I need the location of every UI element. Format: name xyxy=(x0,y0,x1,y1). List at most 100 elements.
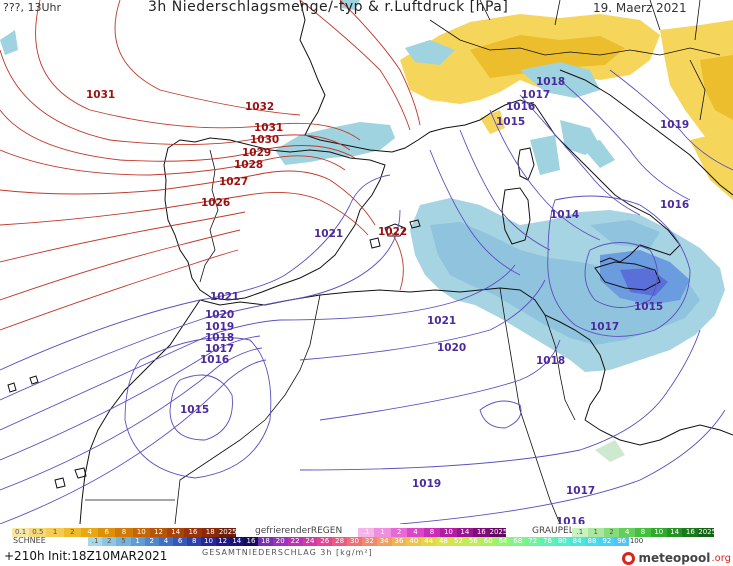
legend-swatch: 2 xyxy=(390,528,408,537)
adriatic-coast xyxy=(559,69,733,196)
map-title: 3h Niederschlagsmenge/-typ & r.Luftdruck… xyxy=(148,0,509,15)
legend-swatch: 1 xyxy=(46,528,64,537)
border-central-europe xyxy=(479,0,706,121)
legend-swatch: 24 xyxy=(302,537,318,546)
legend-swatch: 32 xyxy=(361,537,377,546)
border-algeria-tunisia xyxy=(499,287,561,525)
isobar-label: 1016 xyxy=(660,199,689,211)
legend-swatch: 2 xyxy=(603,528,620,537)
isobar-label: 1021 xyxy=(210,291,239,303)
legend-swatch: 4 xyxy=(407,528,424,537)
legend-swatch: 8 xyxy=(635,528,651,537)
schnee-color-scale: .1 2 5 1 2 4 6 8 10 12 14 16 xyxy=(88,537,259,546)
legend-swatch: 2025+ xyxy=(698,528,715,537)
gefrierender-regen-label: gefrierenderREGEN xyxy=(255,526,343,536)
isobar-label: 1018 xyxy=(536,76,565,88)
isobar-label: 1022 xyxy=(378,226,407,238)
legend-swatch: 12 xyxy=(149,528,168,537)
isobar-label: 1017 xyxy=(205,343,234,355)
border-spain-portugal xyxy=(199,149,219,283)
legend-swatch: 8 xyxy=(187,537,202,546)
legend-swatch: 10 xyxy=(132,528,150,537)
isobar-label: 1014 xyxy=(550,209,579,221)
legend-swatch: 14 xyxy=(229,537,244,546)
legend-swatch: 30 xyxy=(347,537,362,546)
legend-swatch: 72 xyxy=(525,537,541,546)
isobar-label: 1021 xyxy=(314,228,343,240)
legend-swatch: 12 xyxy=(215,537,230,546)
isobar-label: 1028 xyxy=(234,159,263,171)
legend-swatch: 20 xyxy=(272,537,288,546)
legend-swatch: 44 xyxy=(421,537,437,546)
meteopool-logo-icon xyxy=(622,551,636,565)
legend-swatch: 10 xyxy=(440,528,457,537)
canary-islands xyxy=(7,375,87,489)
isobar-label: 1031 xyxy=(254,122,283,134)
legend-swatch: 52 xyxy=(450,537,466,546)
border-alps xyxy=(429,19,721,56)
legend-swatch: 40 xyxy=(406,537,422,546)
forecast-weekday-time: ???, 13Uhr xyxy=(3,1,62,14)
isobar-label: 1016 xyxy=(506,101,535,113)
border-tunisia-libya xyxy=(544,314,576,421)
legend-swatch: 96 xyxy=(614,537,630,546)
legend-swatch: .1 xyxy=(88,537,103,546)
legend-swatch: 88 xyxy=(584,537,600,546)
legend-swatch: 14 xyxy=(666,528,683,537)
isobar-label: 1027 xyxy=(219,176,248,188)
model-init-time: Init:18Z10MAR2021 xyxy=(48,549,168,563)
legend-swatch: 92 xyxy=(599,537,615,546)
legend-swatch: 2 xyxy=(63,528,81,537)
isobar-label: 1017 xyxy=(590,321,619,333)
brand-suffix: .org xyxy=(711,552,731,564)
isobars-high xyxy=(0,0,421,331)
france-coast xyxy=(299,0,493,153)
border-maghreb xyxy=(174,294,321,525)
legend-swatch: 5 xyxy=(116,537,131,546)
legend-swatch: 18 xyxy=(258,537,273,546)
isobar-label: 1015 xyxy=(634,301,663,313)
meteopool-logo[interactable]: meteopool .org xyxy=(622,551,731,565)
gesamtniederschlag-label: GESAMTNIEDERSCHLAG 3h [kg/m²] xyxy=(202,548,373,557)
isobar-label: 1019 xyxy=(660,119,689,131)
brand-name: meteopool xyxy=(638,551,711,565)
legend-swatch: 22 xyxy=(287,537,303,546)
legend-swatch: 1 xyxy=(587,528,604,537)
legend-swatch: 10 xyxy=(201,537,216,546)
isobar-label: 1017 xyxy=(566,485,595,497)
legend-swatch: 6 xyxy=(173,537,188,546)
legend-swatch: 28 xyxy=(332,537,348,546)
legend-swatch: 1 xyxy=(130,537,145,546)
legend-swatch: 16 xyxy=(682,528,699,537)
libya-coast xyxy=(584,419,733,446)
legend-swatch: 36 xyxy=(391,537,407,546)
coastlines xyxy=(7,0,733,525)
isobar-label: 1031 xyxy=(86,89,115,101)
legend-swatch: 14 xyxy=(456,528,474,537)
legend-swatch: 56 xyxy=(465,537,481,546)
legend-swatch: 2025+ xyxy=(489,528,506,537)
legend-swatch: 68 xyxy=(510,537,526,546)
isobar-label: 1020 xyxy=(437,342,466,354)
low-center-morocco xyxy=(169,374,233,441)
isobar-label: 1015 xyxy=(180,404,209,416)
legend-swatch: 8 xyxy=(423,528,441,537)
graupel-label: GRAUPEL xyxy=(532,526,574,536)
morocco-coast xyxy=(79,299,201,525)
isobar-label: 1021 xyxy=(427,315,456,327)
legend-swatch: 76 xyxy=(540,537,555,546)
legend-swatch: 0.1 xyxy=(12,528,30,537)
schnee-label: SCHNEE xyxy=(13,536,46,545)
isobar-label: 1019 xyxy=(412,478,441,490)
balearic-islands xyxy=(369,219,421,249)
legend-swatch: 100 xyxy=(629,537,644,546)
legend-swatch: 14 xyxy=(167,528,185,537)
legend-swatch: 16 xyxy=(243,537,259,546)
legend-swatch: 84 xyxy=(569,537,585,546)
isobar-label: 1015 xyxy=(496,116,525,128)
isobar-label: 1019 xyxy=(205,321,234,333)
isobar-label: 1016 xyxy=(200,354,229,366)
